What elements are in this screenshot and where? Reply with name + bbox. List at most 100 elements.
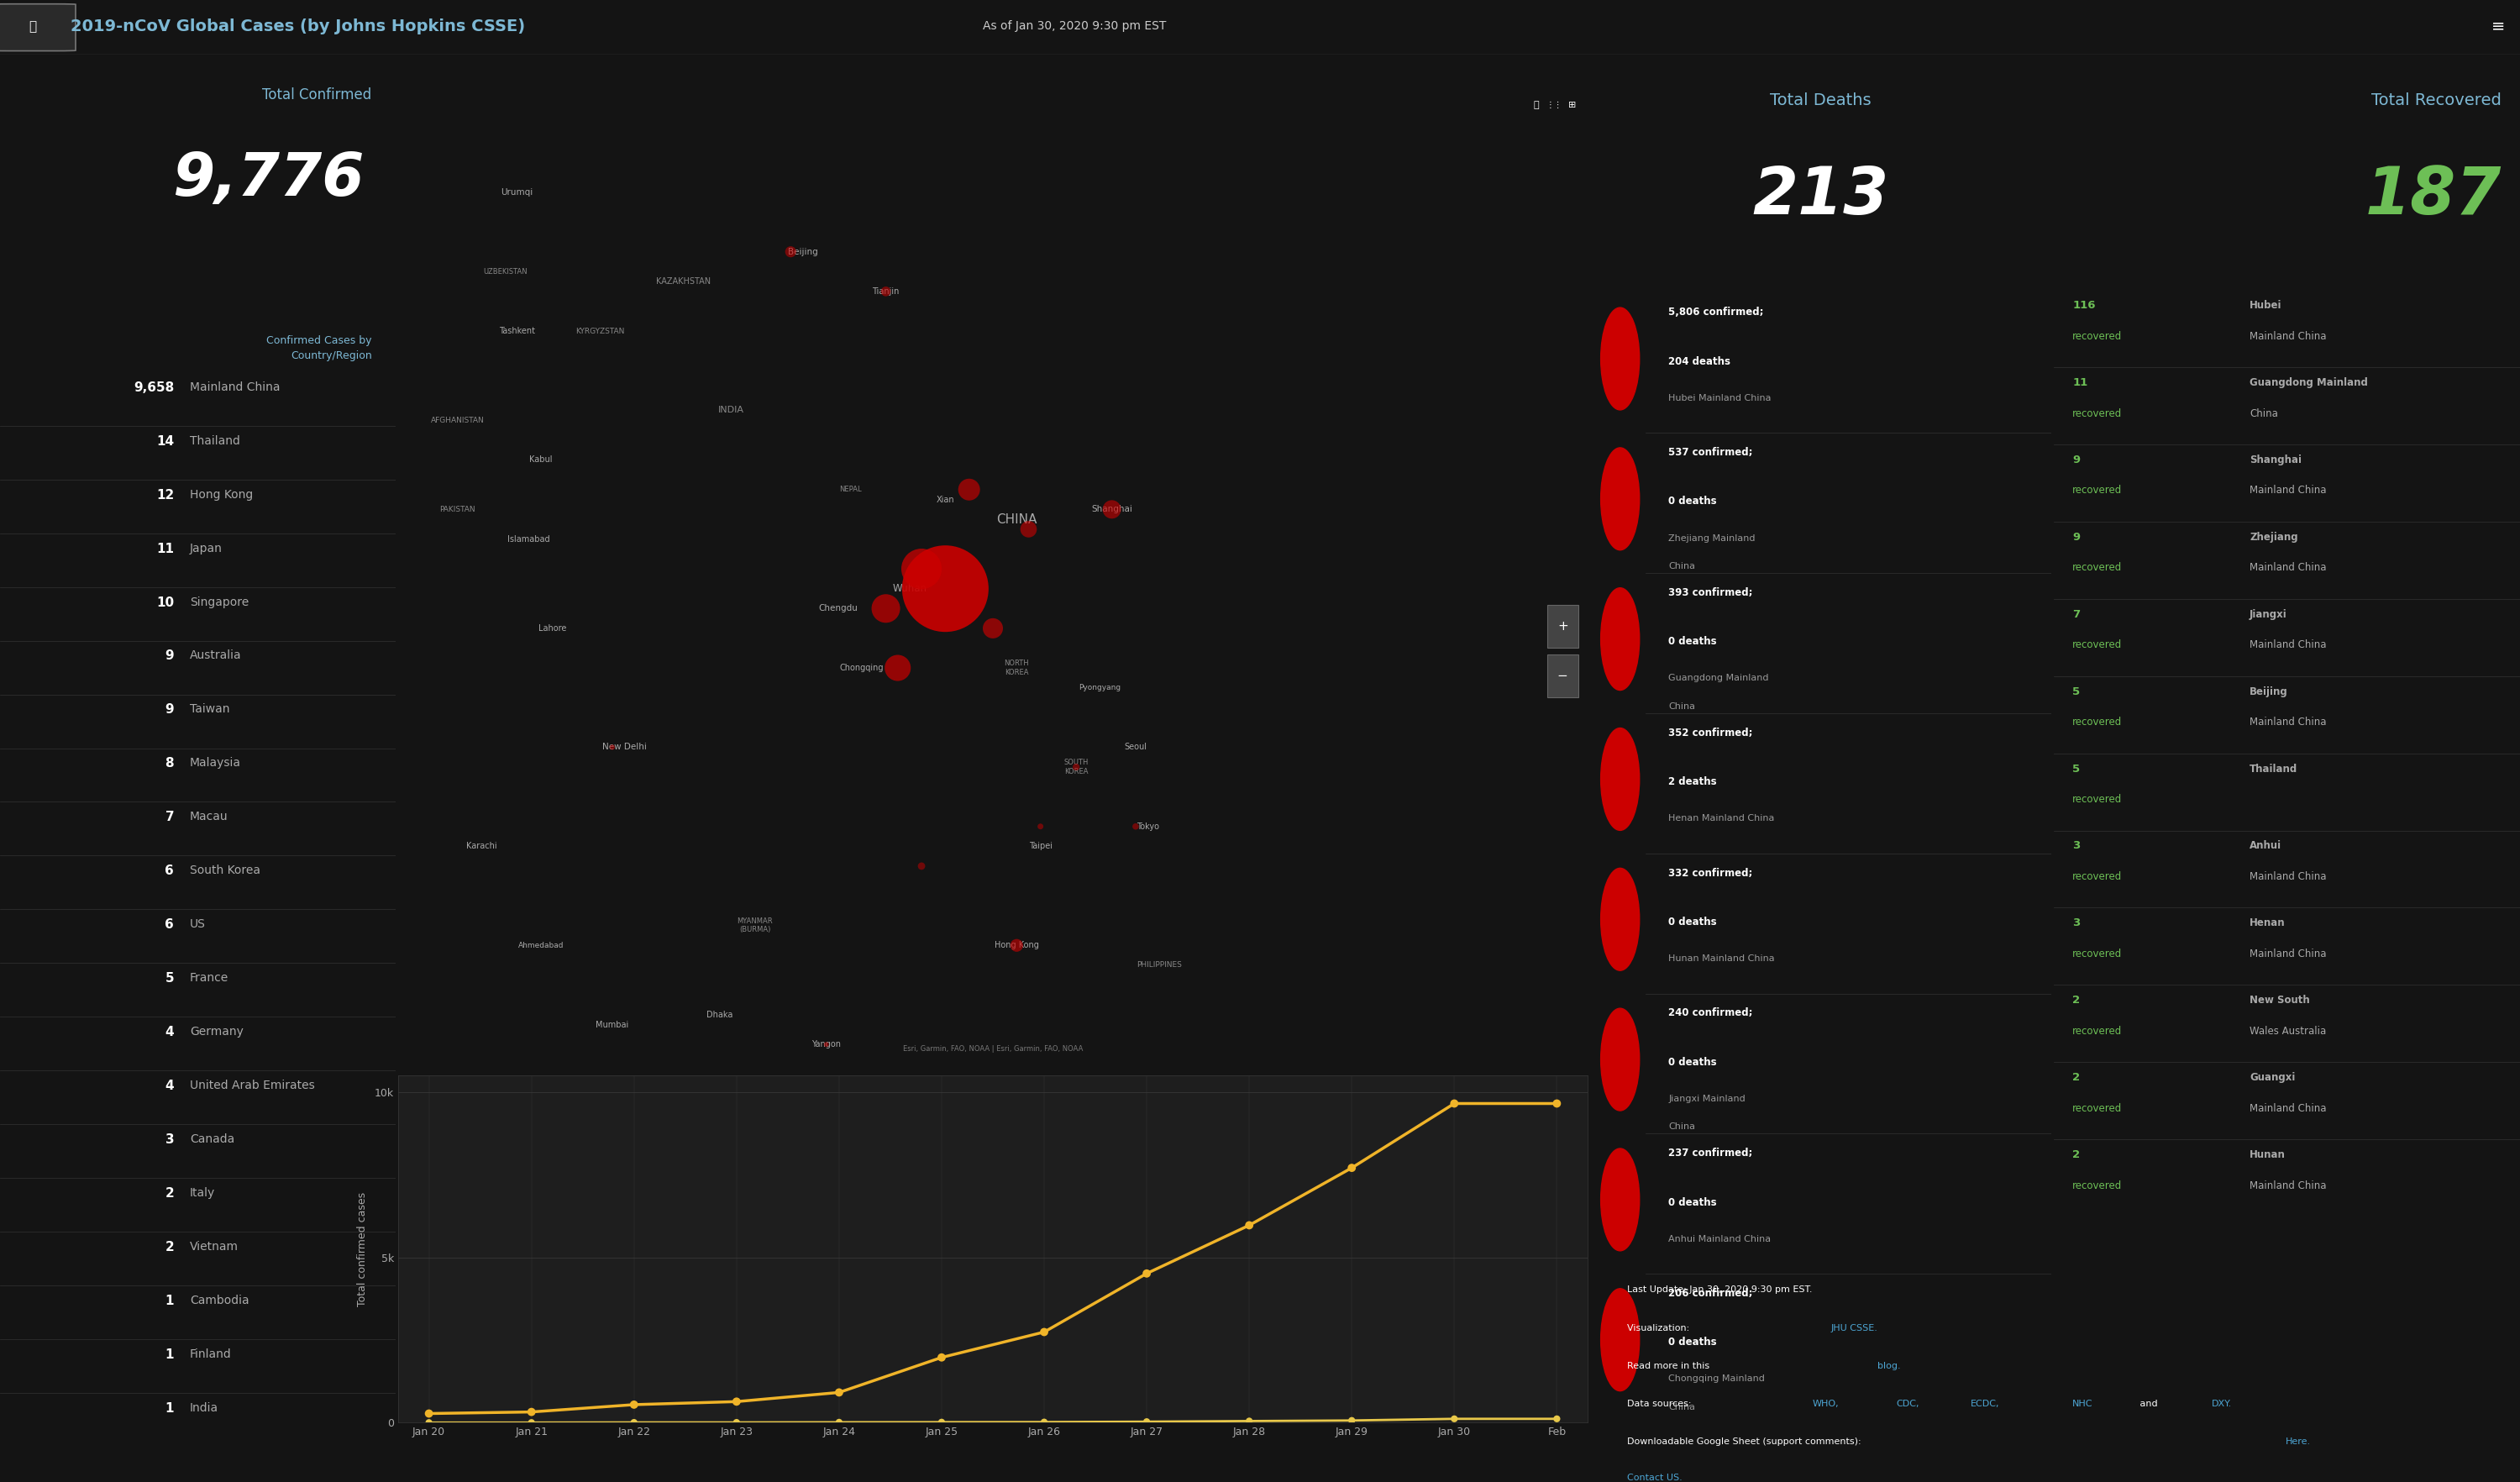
Text: Kabul: Kabul xyxy=(529,455,552,464)
Text: Beijing: Beijing xyxy=(789,247,816,256)
Text: ⊞: ⊞ xyxy=(1567,101,1575,110)
Text: recovered: recovered xyxy=(2071,871,2122,882)
Text: New South: New South xyxy=(2250,994,2311,1006)
Text: LAOS: LAOS xyxy=(733,1110,753,1117)
Text: recovered: recovered xyxy=(2071,1026,2122,1037)
Point xyxy=(615,1411,655,1435)
Point xyxy=(1331,1408,1371,1432)
Text: 237 confirmed;: 237 confirmed; xyxy=(1668,1147,1754,1159)
Text: Singapore: Singapore xyxy=(189,596,249,608)
Text: 393 confirmed;: 393 confirmed; xyxy=(1668,587,1754,599)
Text: Taiwan: Taiwan xyxy=(189,704,229,716)
Point xyxy=(1537,1406,1578,1430)
Circle shape xyxy=(1600,1288,1641,1392)
Text: Yangon: Yangon xyxy=(811,1040,842,1049)
Text: recovered: recovered xyxy=(2071,408,2122,419)
Text: Manila: Manila xyxy=(1003,1277,1031,1286)
Text: Total Deaths: Total Deaths xyxy=(1769,92,1872,108)
Point xyxy=(1230,1214,1270,1237)
Text: Macau: Macau xyxy=(189,811,229,823)
Text: recovered: recovered xyxy=(2071,330,2122,341)
Circle shape xyxy=(1600,1008,1641,1110)
Text: +: + xyxy=(1557,619,1567,633)
Point xyxy=(1023,1320,1063,1344)
Point xyxy=(1023,1411,1063,1435)
Text: recovered: recovered xyxy=(2071,562,2122,574)
Text: China: China xyxy=(1668,702,1696,710)
Text: Mainland China: Mainland China xyxy=(2250,562,2326,574)
Text: Pyongyang: Pyongyang xyxy=(1079,685,1121,692)
Text: 7: 7 xyxy=(166,811,174,824)
Text: 9: 9 xyxy=(166,704,174,716)
Text: KAZAKHSTAN: KAZAKHSTAN xyxy=(655,277,711,286)
Text: Zhejiang Mainland: Zhejiang Mainland xyxy=(1668,534,1756,542)
FancyBboxPatch shape xyxy=(1547,654,1578,698)
Text: INDIA: INDIA xyxy=(718,406,743,415)
Text: China: China xyxy=(2250,408,2278,419)
Point xyxy=(842,1479,882,1482)
Text: Mainland China: Mainland China xyxy=(2250,717,2326,728)
Text: 4: 4 xyxy=(166,1080,174,1092)
Text: Guangdong Mainland: Guangdong Mainland xyxy=(2250,376,2369,388)
Text: VIETNAM: VIETNAM xyxy=(844,1279,879,1286)
Text: 213: 213 xyxy=(1751,165,1890,228)
Text: DXY.: DXY. xyxy=(2213,1399,2233,1408)
Circle shape xyxy=(1600,588,1641,691)
Text: 9: 9 xyxy=(166,649,174,662)
Text: Hyderabad: Hyderabad xyxy=(640,1100,680,1107)
Text: 187: 187 xyxy=(2364,165,2502,228)
Text: Anhui Mainland China: Anhui Mainland China xyxy=(1668,1235,1772,1243)
Text: Bay
of
Bengal: Bay of Bengal xyxy=(718,1110,746,1138)
Text: Chongqing Mainland: Chongqing Mainland xyxy=(1668,1375,1764,1383)
Text: Tianjin: Tianjin xyxy=(872,288,900,295)
Text: PAKISTAN: PAKISTAN xyxy=(438,505,476,513)
Text: 4: 4 xyxy=(166,1026,174,1039)
Text: NORTH
KOREA: NORTH KOREA xyxy=(1005,659,1028,676)
Point xyxy=(1537,1092,1578,1116)
Text: NEPAL: NEPAL xyxy=(839,486,862,494)
Text: Mainland China: Mainland China xyxy=(2250,871,2326,882)
Circle shape xyxy=(1600,1149,1641,1251)
Text: 537 confirmed;: 537 confirmed; xyxy=(1668,448,1754,458)
Text: 2: 2 xyxy=(2071,994,2079,1006)
Text: Total Recovered: Total Recovered xyxy=(2371,92,2502,108)
Text: Downloadable Google Sheet (support comments):: Downloadable Google Sheet (support comme… xyxy=(1628,1438,1865,1446)
Text: Mainland China: Mainland China xyxy=(2250,485,2326,496)
Point xyxy=(615,1393,655,1417)
Point xyxy=(512,1400,552,1424)
Text: CAMBODIA: CAMBODIA xyxy=(890,1229,930,1236)
Text: 🛡: 🛡 xyxy=(28,21,38,33)
Point xyxy=(1434,1092,1474,1116)
Text: Karachi: Karachi xyxy=(466,842,496,851)
Text: Mainland China: Mainland China xyxy=(2250,640,2326,651)
Point xyxy=(408,1402,449,1426)
Circle shape xyxy=(1600,868,1641,971)
Text: Cambodia: Cambodia xyxy=(189,1295,249,1307)
Text: 0 deaths: 0 deaths xyxy=(1668,916,1716,928)
Point xyxy=(925,576,965,600)
Text: Mainland China: Mainland China xyxy=(189,381,280,393)
Point xyxy=(973,617,1013,640)
Text: AFGHANISTAN: AFGHANISTAN xyxy=(431,416,484,424)
Text: Read more in this: Read more in this xyxy=(1628,1362,1714,1371)
Text: Here.: Here. xyxy=(2286,1438,2311,1446)
Text: recovered: recovered xyxy=(2071,1181,2122,1192)
Text: 1: 1 xyxy=(166,1295,174,1307)
Text: Guangdong Mainland: Guangdong Mainland xyxy=(1668,674,1769,683)
Text: Lahore: Lahore xyxy=(539,624,567,633)
Point xyxy=(867,280,907,304)
Point xyxy=(716,1390,756,1414)
Text: Hong Kong: Hong Kong xyxy=(995,941,1038,950)
Text: 9,658: 9,658 xyxy=(134,381,174,394)
Text: 2: 2 xyxy=(164,1187,174,1200)
Text: 🔖: 🔖 xyxy=(1535,101,1540,110)
Text: 14: 14 xyxy=(156,434,174,448)
Text: 3: 3 xyxy=(2071,917,2079,929)
Text: Visualization:: Visualization: xyxy=(1628,1323,1693,1332)
Point xyxy=(1434,1406,1474,1430)
Text: 116: 116 xyxy=(2071,299,2097,311)
Text: 2: 2 xyxy=(2071,1073,2079,1083)
Text: Mainland China: Mainland China xyxy=(2250,330,2326,341)
Text: Thailand: Thailand xyxy=(189,434,239,446)
Text: Wales Australia: Wales Australia xyxy=(2250,1026,2326,1037)
